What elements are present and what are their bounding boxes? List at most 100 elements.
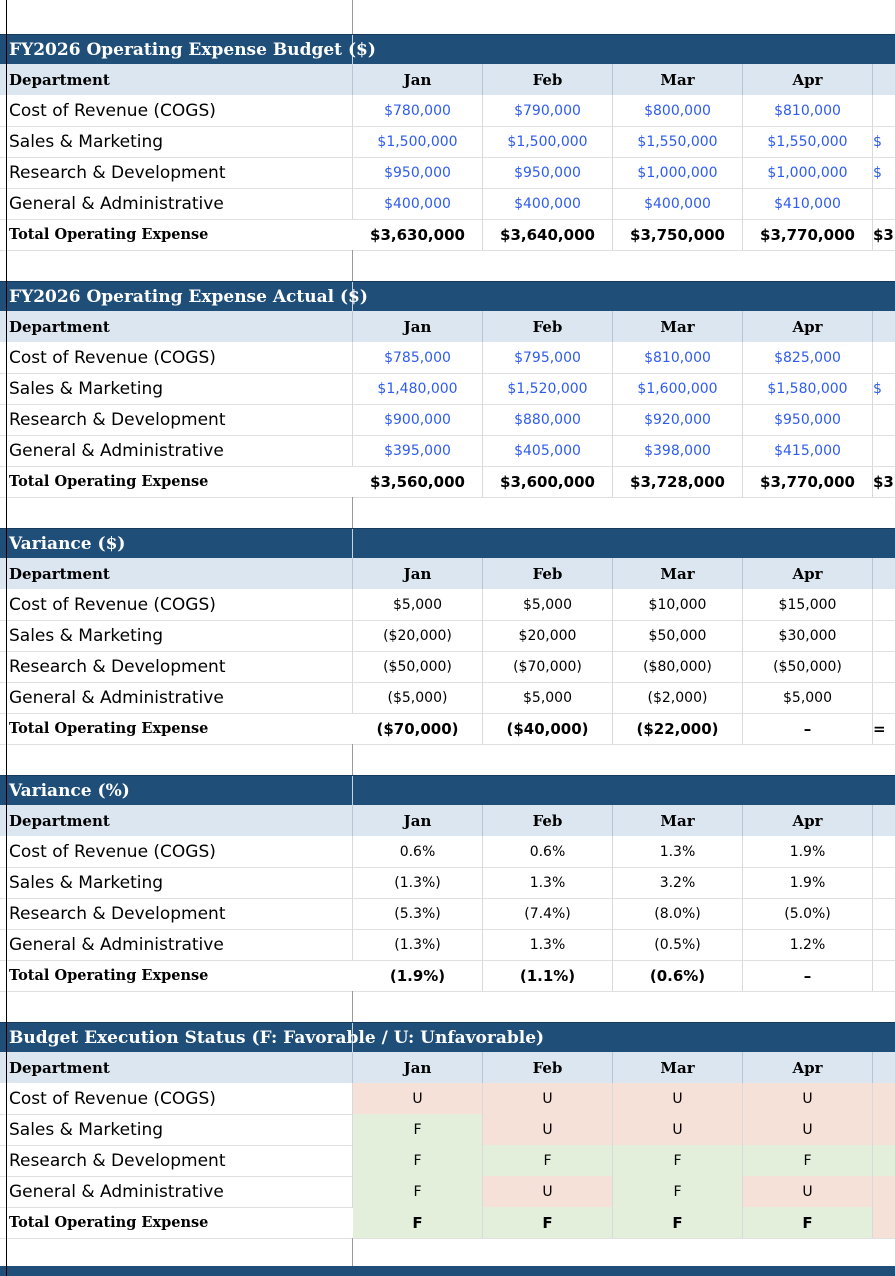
value-cell[interactable]: $780,000: [353, 95, 483, 126]
value-cell[interactable]: F: [353, 1114, 483, 1145]
overflow-cell[interactable]: $: [873, 164, 882, 181]
value-cell[interactable]: (8.0%): [613, 898, 743, 929]
row-label[interactable]: Sales & Marketing: [7, 867, 353, 898]
value-cell[interactable]: U: [743, 1083, 873, 1114]
total-value-cell[interactable]: (0.6%): [613, 960, 743, 991]
row-label[interactable]: Research & Development: [7, 1145, 353, 1176]
total-value-cell[interactable]: $3,728,000: [613, 466, 743, 497]
value-cell[interactable]: 3.2%: [613, 867, 743, 898]
value-cell[interactable]: 1.9%: [743, 867, 873, 898]
value-cell[interactable]: (5.3%): [353, 898, 483, 929]
value-cell[interactable]: $50,000: [613, 620, 743, 651]
value-cell[interactable]: 1.3%: [613, 836, 743, 867]
row-label[interactable]: Sales & Marketing: [7, 126, 353, 157]
total-label[interactable]: Total Operating Expense: [9, 1214, 209, 1231]
value-cell[interactable]: ($50,000): [743, 651, 873, 682]
value-cell[interactable]: ($5,000): [353, 682, 483, 713]
value-cell[interactable]: $795,000: [483, 342, 613, 373]
value-cell[interactable]: ($70,000): [483, 651, 613, 682]
total-value-cell[interactable]: F: [353, 1207, 483, 1238]
overflow-cell[interactable]: [873, 620, 895, 651]
row-label[interactable]: Research & Development: [7, 157, 353, 188]
total-value-cell[interactable]: $3,600,000: [483, 466, 613, 497]
value-cell[interactable]: U: [743, 1176, 873, 1207]
value-cell[interactable]: $785,000: [353, 342, 483, 373]
row-label[interactable]: General & Administrative: [7, 188, 353, 219]
value-cell[interactable]: $1,520,000: [483, 373, 613, 404]
value-cell[interactable]: $800,000: [613, 95, 743, 126]
value-cell[interactable]: (0.5%): [613, 929, 743, 960]
value-cell[interactable]: $1,500,000: [353, 126, 483, 157]
total-value-cell[interactable]: ($22,000): [613, 713, 743, 744]
value-cell[interactable]: ($80,000): [613, 651, 743, 682]
value-cell[interactable]: $20,000: [483, 620, 613, 651]
spacer-cell[interactable]: [7, 744, 353, 775]
value-cell[interactable]: $398,000: [613, 435, 743, 466]
value-cell[interactable]: $1,550,000: [613, 126, 743, 157]
overflow-cell[interactable]: $: [873, 133, 882, 150]
value-cell[interactable]: $950,000: [353, 157, 483, 188]
value-cell[interactable]: $400,000: [353, 188, 483, 219]
total-value-cell[interactable]: $3,770,000: [743, 466, 873, 497]
overflow-cell[interactable]: [873, 651, 895, 682]
row-label[interactable]: Research & Development: [7, 898, 353, 929]
total-label[interactable]: Total Operating Expense: [9, 473, 209, 490]
value-cell[interactable]: 1.9%: [743, 836, 873, 867]
value-cell[interactable]: (1.3%): [353, 929, 483, 960]
overflow-cell[interactable]: [873, 1176, 895, 1207]
row-label[interactable]: Cost of Revenue (COGS): [7, 836, 353, 867]
value-cell[interactable]: $810,000: [743, 95, 873, 126]
total-label[interactable]: Total Operating Expense: [9, 967, 209, 984]
value-cell[interactable]: $395,000: [353, 435, 483, 466]
value-cell[interactable]: $405,000: [483, 435, 613, 466]
value-cell[interactable]: F: [613, 1176, 743, 1207]
value-cell[interactable]: 0.6%: [483, 836, 613, 867]
total-value-cell[interactable]: $3,640,000: [483, 219, 613, 250]
value-cell[interactable]: $900,000: [353, 404, 483, 435]
value-cell[interactable]: F: [613, 1145, 743, 1176]
spacer-cell[interactable]: [7, 250, 353, 281]
value-cell[interactable]: (7.4%): [483, 898, 613, 929]
value-cell[interactable]: $5,000: [353, 589, 483, 620]
value-cell[interactable]: 1.3%: [483, 867, 613, 898]
overflow-cell[interactable]: [873, 867, 895, 898]
overflow-cell[interactable]: [873, 404, 895, 435]
value-cell[interactable]: U: [613, 1114, 743, 1145]
overflow-cell[interactable]: [873, 836, 895, 867]
value-cell[interactable]: (1.3%): [353, 867, 483, 898]
row-label[interactable]: Cost of Revenue (COGS): [7, 1083, 353, 1114]
overflow-cell[interactable]: [873, 1145, 895, 1176]
value-cell[interactable]: $1,600,000: [613, 373, 743, 404]
value-cell[interactable]: U: [613, 1083, 743, 1114]
overflow-cell[interactable]: $3: [873, 225, 894, 244]
value-cell[interactable]: $1,000,000: [743, 157, 873, 188]
value-cell[interactable]: U: [483, 1114, 613, 1145]
value-cell[interactable]: $950,000: [483, 157, 613, 188]
value-cell[interactable]: 1.3%: [483, 929, 613, 960]
value-cell[interactable]: F: [743, 1145, 873, 1176]
total-label[interactable]: Total Operating Expense: [9, 720, 209, 737]
value-cell[interactable]: 1.2%: [743, 929, 873, 960]
value-cell[interactable]: $825,000: [743, 342, 873, 373]
overflow-cell[interactable]: [873, 589, 895, 620]
value-cell[interactable]: $950,000: [743, 404, 873, 435]
spacer-cell[interactable]: [7, 497, 353, 528]
overflow-cell[interactable]: [873, 960, 895, 991]
total-value-cell[interactable]: $3,630,000: [353, 219, 483, 250]
row-label[interactable]: Cost of Revenue (COGS): [7, 589, 353, 620]
overflow-cell[interactable]: [873, 1083, 895, 1114]
overflow-cell[interactable]: [873, 435, 895, 466]
total-value-cell[interactable]: $3,770,000: [743, 219, 873, 250]
value-cell[interactable]: $10,000: [613, 589, 743, 620]
value-cell[interactable]: F: [483, 1145, 613, 1176]
row-label[interactable]: Sales & Marketing: [7, 620, 353, 651]
total-value-cell[interactable]: (1.1%): [483, 960, 613, 991]
overflow-cell[interactable]: [873, 188, 895, 219]
total-value-cell[interactable]: –: [743, 713, 873, 744]
value-cell[interactable]: $400,000: [483, 188, 613, 219]
spacer-cell[interactable]: [7, 1238, 353, 1269]
row-label[interactable]: General & Administrative: [7, 1176, 353, 1207]
value-cell[interactable]: $5,000: [483, 589, 613, 620]
total-value-cell[interactable]: (1.9%): [353, 960, 483, 991]
value-cell[interactable]: F: [353, 1145, 483, 1176]
